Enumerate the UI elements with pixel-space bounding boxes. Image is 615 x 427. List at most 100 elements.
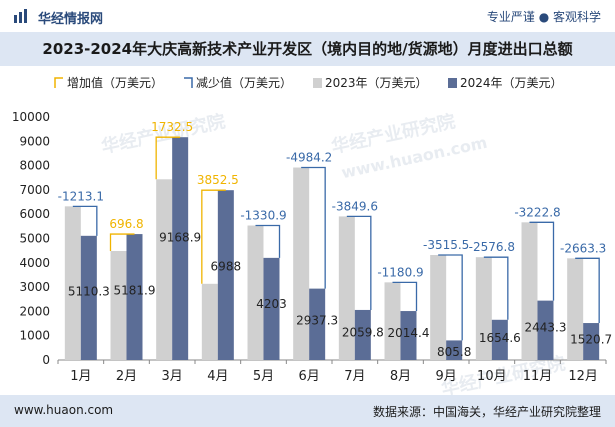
bar-2023 (293, 167, 310, 360)
x-tick-label: 5月 (253, 369, 274, 384)
x-tick-label: 6月 (299, 369, 320, 384)
increase-bracket (201, 189, 226, 284)
logo-icon (14, 9, 27, 23)
x-tick-label: 3月 (162, 369, 183, 384)
bar-2024 (583, 323, 600, 360)
bar-2023 (247, 225, 264, 360)
y-tick-label: 4000 (19, 256, 50, 270)
decrease-bracket (255, 224, 281, 258)
bar-2023 (110, 251, 127, 360)
slogan: 专业严谨 ● 客观科学 (486, 10, 601, 24)
value-label-2024: 6988 (211, 260, 242, 274)
value-label-2024: 4203 (256, 297, 287, 311)
change-label: -2576.8 (469, 240, 515, 254)
bar-2023 (384, 282, 401, 360)
bar-2023 (201, 283, 218, 360)
value-label-2024: 2059.8 (342, 325, 384, 339)
change-label: -1180.9 (377, 265, 423, 279)
y-tick-label: 6000 (19, 207, 50, 221)
legend-label: 增加值（万美元） (67, 75, 163, 90)
bar-2023 (475, 257, 492, 360)
footer-source: 数据来源：中国海关，华经产业研究院整理 (372, 405, 601, 419)
increase-bracket (109, 233, 135, 252)
chart-title: 2023-2024年大庆高新技术产业开发区（境内目的地/货源地）月度进出口总额 (42, 40, 573, 58)
bar-2024 (491, 319, 508, 360)
value-label-2024: 2014.4 (388, 326, 430, 340)
bar-2023 (430, 254, 447, 360)
y-tick-label: 1000 (19, 329, 50, 343)
bar-2024 (126, 234, 143, 360)
legend-label: 减少值（万美元） (196, 75, 292, 90)
bar-2024 (80, 235, 97, 360)
legend-label: 2023年（万美元） (325, 76, 428, 90)
value-label-2024: 9168.9 (159, 230, 201, 244)
change-label: -3849.6 (332, 199, 378, 213)
bar-2023 (567, 258, 584, 360)
bar-2024 (309, 288, 326, 360)
decrease-bracket (529, 221, 555, 301)
increase-bracket (155, 136, 181, 180)
value-label-2024: 805.8 (437, 345, 471, 359)
change-label: -3515.5 (423, 238, 469, 252)
footer-url: www.huaon.com (14, 403, 114, 417)
change-label: -1213.1 (58, 189, 104, 203)
decrease-bracket (575, 257, 600, 324)
y-tick-label: 3000 (19, 280, 50, 294)
value-label-2024: 1520.7 (570, 333, 612, 347)
value-label-2024: 1654.6 (479, 331, 521, 345)
y-tick-label: 10000 (12, 110, 50, 124)
decrease-bracket (438, 254, 463, 341)
change-label: 696.8 (109, 217, 143, 231)
y-tick-label: 0 (42, 353, 50, 367)
x-tick-label: 4月 (207, 369, 228, 384)
legend-swatch-decrease (184, 77, 193, 88)
bar-2023 (64, 206, 81, 360)
footer-bar: www.huaon.com 数据来源：中国海关，华经产业研究院整理 (0, 395, 615, 427)
x-tick-label: 10月 (477, 369, 507, 384)
y-tick-label: 7000 (19, 183, 50, 197)
bar-2024 (217, 190, 234, 360)
bar-2024 (446, 340, 463, 360)
y-tick-label: 2000 (19, 304, 50, 318)
x-tick-label: 9月 (436, 369, 457, 384)
bar-2024 (172, 137, 189, 360)
change-label: -1330.9 (240, 209, 286, 223)
brand-name: 华经情报网 (38, 12, 104, 27)
change-label: -3222.8 (514, 205, 560, 219)
x-tick-label: 12月 (568, 369, 598, 384)
y-tick-label: 8000 (19, 159, 50, 173)
x-tick-label: 2月 (116, 369, 137, 384)
bar-2024 (400, 311, 417, 360)
change-label: 3852.5 (197, 173, 239, 187)
decrease-bracket (392, 281, 418, 312)
x-tick-label: 1月 (70, 369, 91, 384)
legend-label: 2024年（万美元） (460, 76, 563, 90)
change-label: -2663.3 (560, 241, 606, 255)
change-label: -4984.2 (286, 151, 332, 165)
decrease-bracket (483, 256, 509, 320)
x-tick-label: 7月 (344, 369, 365, 384)
bar-2024 (354, 309, 371, 360)
value-label-2024: 5110.3 (68, 285, 110, 299)
change-label: 1732.5 (151, 120, 193, 134)
bar-2023 (156, 179, 173, 360)
decrease-bracket (72, 205, 98, 236)
legend-swatch-2023 (313, 78, 322, 88)
value-label-2024: 5181.9 (114, 284, 156, 298)
value-label-2024: 2937.3 (296, 314, 338, 328)
y-tick-label: 9000 (19, 134, 50, 148)
legend-swatch-2024 (448, 78, 457, 88)
bar-2024 (537, 300, 554, 360)
y-tick-label: 5000 (19, 232, 50, 246)
bar-2023 (338, 216, 355, 360)
decrease-bracket (346, 215, 372, 310)
value-label-2024: 2443.3 (525, 320, 567, 334)
bar-2023 (521, 222, 538, 360)
x-tick-label: 11月 (523, 369, 553, 384)
title-bar: 2023-2024年大庆高新技术产业开发区（境内目的地/货源地）月度进出口总额 (0, 32, 615, 66)
bar-2024 (263, 257, 280, 360)
top-bar: 华经情报网 专业严谨 ● 客观科学 (0, 0, 615, 32)
x-tick-label: 8月 (390, 369, 411, 384)
